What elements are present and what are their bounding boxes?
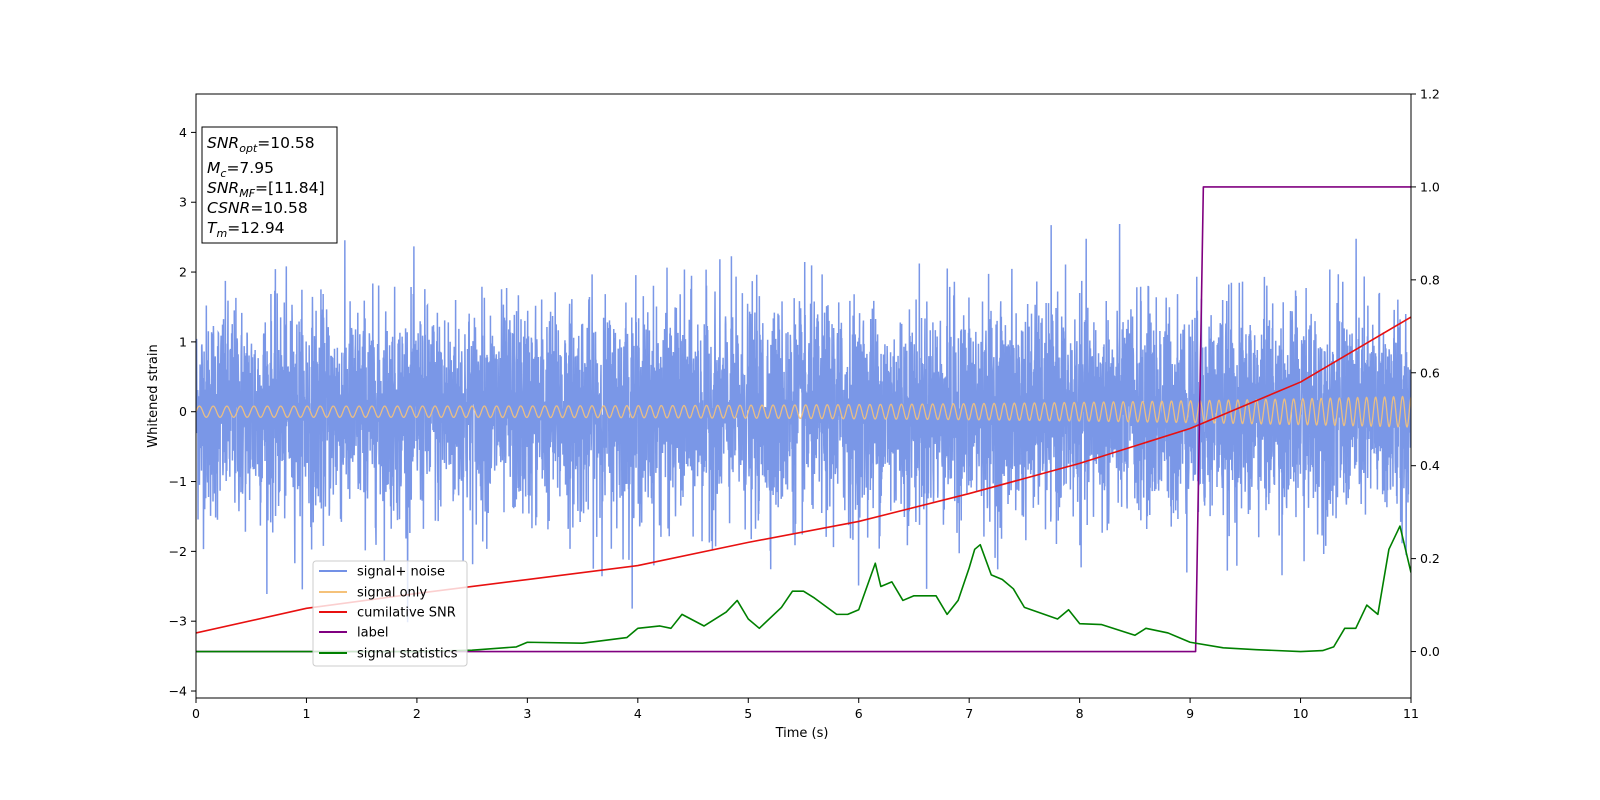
info-symbol: M: [207, 159, 220, 177]
y-right-tick-label: 0.2: [1420, 551, 1440, 566]
x-axis-label: Time (s): [775, 726, 829, 741]
y-left-tick-label: −1: [169, 474, 187, 489]
series-signal-only-line: [196, 395, 1411, 428]
x-tick-label: 3: [523, 706, 531, 721]
legend-label: signal statistics: [357, 647, 458, 662]
info-subscript: MF: [239, 187, 255, 200]
y-right-tick-label: 0.8: [1420, 272, 1440, 287]
y-left-tick-label: −4: [169, 684, 187, 699]
info-subscript: opt: [239, 142, 258, 155]
x-tick-label: 8: [1076, 706, 1084, 721]
x-tick-label: 1: [302, 706, 310, 721]
x-tick-label: 6: [855, 706, 863, 721]
series-label-line: [196, 186, 1411, 653]
info-subscript: m: [216, 227, 227, 240]
x-tick-label: 7: [965, 706, 973, 721]
info-value: =12.94: [227, 219, 284, 237]
x-tick-label: 9: [1186, 706, 1194, 721]
y-left-tick-label: −2: [169, 544, 187, 559]
info-symbol: SNR: [207, 134, 239, 152]
legend-label: cumilative SNR: [357, 606, 456, 621]
info-value: =10.58: [250, 199, 307, 217]
y-left-tick-label: 4: [179, 125, 187, 140]
y-axis-right: 0.0 0.2 0.4 0.6 0.8 1.0 1.2: [1411, 87, 1440, 659]
y-left-tick-label: 0: [179, 404, 187, 419]
info-line: SNRopt=10.58: [207, 134, 315, 155]
info-symbol: T: [207, 219, 218, 237]
info-value: =7.95: [226, 159, 274, 177]
info-line: SNRMF=[11.84]: [207, 179, 325, 200]
series-signal-statistics-line: [196, 525, 1411, 653]
info-box-frame: [201, 126, 338, 244]
info-symbol: CSNR: [207, 199, 250, 217]
info-subscript: c: [220, 167, 226, 180]
y-axis-label: Whitened strain: [146, 344, 161, 447]
y-right-tick-label: 1.2: [1420, 87, 1440, 102]
info-line: CSNR=10.58: [207, 199, 308, 217]
y-left-tick-label: 3: [179, 195, 187, 210]
y-right-tick-label: 1.0: [1420, 179, 1440, 194]
x-tick-label: 11: [1403, 706, 1419, 721]
info-value: =10.58: [257, 134, 314, 152]
x-tick-label: 2: [413, 706, 421, 721]
legend-frame: [312, 560, 468, 667]
info-line: Mc=7.95: [207, 159, 274, 180]
legend-label: signal only: [357, 586, 427, 601]
legend-label: label: [357, 626, 388, 641]
x-tick-label: 4: [634, 706, 642, 721]
series-signal-noise-line: [196, 224, 1411, 623]
y-right-tick-label: 0.4: [1420, 458, 1440, 473]
x-axis: 0 1 2 3 4 5 6 7 8 9 10 11: [192, 698, 1419, 721]
y-left-tick-label: −3: [169, 614, 187, 629]
plot-frame: [195, 93, 1412, 699]
info-symbol: SNR: [207, 179, 239, 197]
legend: signal+ noise signal only cumilative SNR la…: [312, 560, 468, 667]
info-line: Tm=12.94: [207, 219, 285, 240]
y-right-tick-label: 0.6: [1420, 365, 1440, 380]
x-tick-label: 10: [1293, 706, 1309, 721]
y-left-tick-label: 2: [179, 265, 187, 280]
y-right-tick-label: 0.0: [1420, 644, 1440, 659]
info-box: SNRopt=10.58Mc=7.95SNRMF=[11.84]CSNR=10.…: [201, 126, 338, 244]
x-tick-label: 0: [192, 706, 200, 721]
x-tick-label: 5: [744, 706, 752, 721]
legend-label: signal+ noise: [357, 565, 445, 580]
info-value: =[11.84]: [255, 179, 324, 197]
y-axis-left: −4 −3 −2 −1 0 1 2 3 4: [169, 125, 196, 699]
y-left-tick-label: 1: [179, 334, 187, 349]
